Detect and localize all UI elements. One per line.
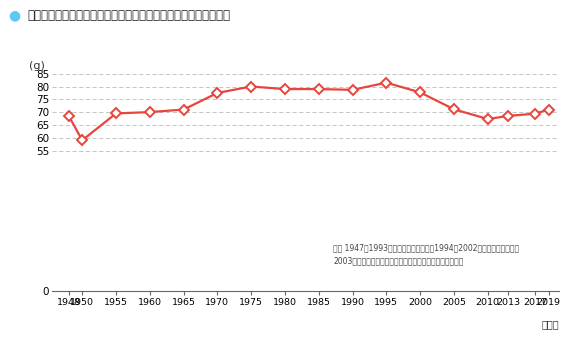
Text: 出典 1947～1993年：国民保健の現状，1994～2002年：国民栄養調査，
2003年以降：国民健康・栄養調査（厚生省／厚生労働省）: 出典 1947～1993年：国民保健の現状，1994～2002年：国民栄養調査，… bbox=[333, 244, 520, 265]
Text: (g): (g) bbox=[29, 61, 45, 71]
Text: ●: ● bbox=[9, 9, 21, 23]
Text: （年）: （年） bbox=[541, 320, 559, 330]
Text: 日本人の１人１日当たりのたんぱく質摂取量の年次推移（総量）: 日本人の１人１日当たりのたんぱく質摂取量の年次推移（総量） bbox=[28, 9, 230, 22]
